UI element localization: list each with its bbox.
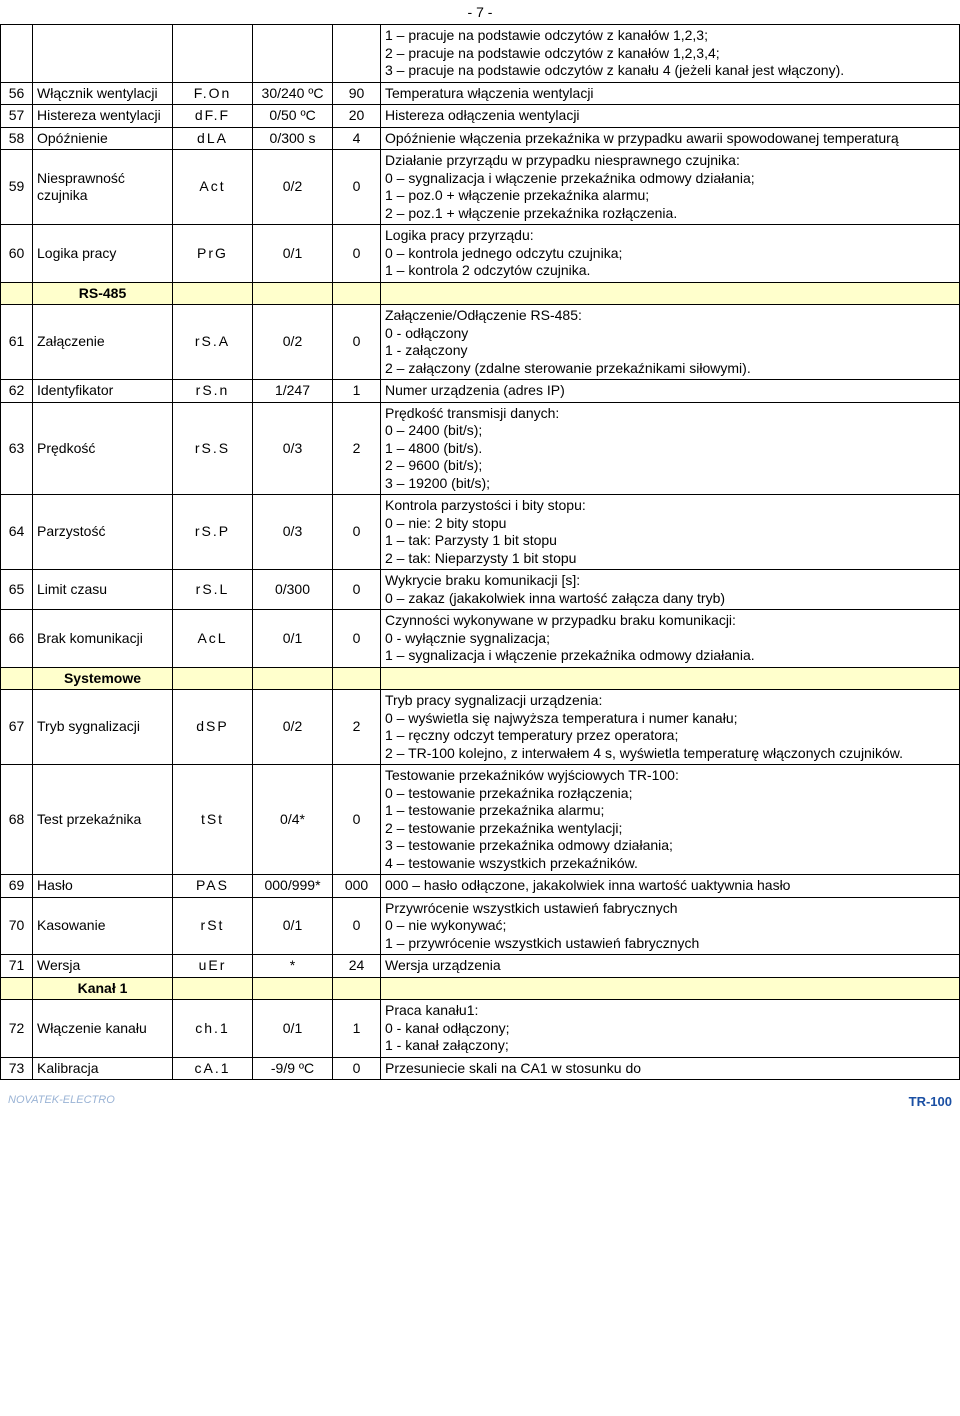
table-row: 73KalibracjacA.1-9/9 ºC0Przesuniecie ska… [1, 1057, 960, 1080]
table-row: 58OpóźnieniedLA0/300 s4Opóźnienie włącze… [1, 127, 960, 150]
page-footer: NOVATEK-ELECTRO TR-100 [0, 1080, 960, 1117]
table-row: 68Test przekaźnikatSt0/4*0Testowanie prz… [1, 765, 960, 875]
section-systemowe: Systemowe [1, 667, 960, 690]
table-row: 60Logika pracyPrG0/10Logika pracy przyrz… [1, 225, 960, 283]
section-kanal1: Kanał 1 [1, 977, 960, 1000]
cell-def [333, 25, 381, 83]
table-row: 67Tryb sygnalizacjidSP0/22Tryb pracy syg… [1, 690, 960, 765]
page-number: - 7 - [0, 0, 960, 24]
section-rs485: RS-485 [1, 282, 960, 305]
cell-range [253, 25, 333, 83]
table-row: 59Niesprawność czujnikaAct0/20Działanie … [1, 150, 960, 225]
table-row: 57Histereza wentylacjidF.F0/50 ºC20Histe… [1, 105, 960, 128]
footer-right: TR-100 [909, 1094, 952, 1109]
table-row: 56Włącznik wentylacjiF.On30/240 ºC90Temp… [1, 82, 960, 105]
table-row: 64ParzystośćrS.P0/30Kontrola parzystości… [1, 495, 960, 570]
table-row: 71WersjauEr*24Wersja urządzenia [1, 955, 960, 978]
table-row: 1 – pracuje na podstawie odczytów z kana… [1, 25, 960, 83]
table-row: 65Limit czasurS.L0/3000Wykrycie braku ko… [1, 570, 960, 610]
cell-name [33, 25, 173, 83]
footer-left: NOVATEK-ELECTRO [8, 1094, 115, 1109]
cell-code [173, 25, 253, 83]
table-row: 72Włączenie kanałuch.10/11Praca kanału1:… [1, 1000, 960, 1058]
cell-desc: 1 – pracuje na podstawie odczytów z kana… [381, 25, 960, 83]
cell-idx [1, 25, 33, 83]
table-row: 63PrędkośćrS.S0/32Prędkość transmisji da… [1, 402, 960, 495]
table-row: 61ZałączenierS.A0/20Załączenie/Odłączeni… [1, 305, 960, 380]
table-row: 70KasowanierSt0/10Przywrócenie wszystkic… [1, 897, 960, 955]
table-row: 69HasłoPAS000/999*000000 – hasło odłączo… [1, 875, 960, 898]
parameter-table: 1 – pracuje na podstawie odczytów z kana… [0, 24, 960, 1080]
table-row: 66Brak komunikacjiAcL0/10Czynności wykon… [1, 610, 960, 668]
table-row: 62IdentyfikatorrS.n1/2471Numer urządzeni… [1, 380, 960, 403]
